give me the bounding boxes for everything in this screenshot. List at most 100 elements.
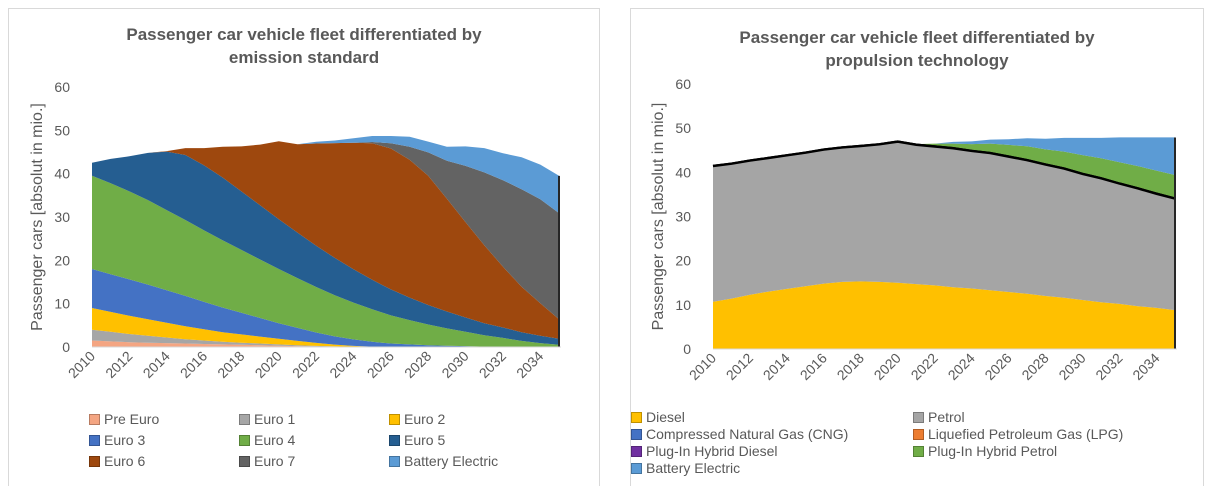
y-tick-label: 40	[675, 164, 691, 180]
y-tick-label: 20	[54, 252, 70, 268]
legend-swatch	[913, 412, 924, 423]
legend-swatch	[389, 414, 400, 425]
legend-label: Euro 6	[104, 453, 146, 469]
y-tick-label: 60	[675, 76, 691, 92]
series-area-petrol	[713, 142, 1175, 311]
legend-item: Euro 7	[239, 453, 295, 469]
x-tick-label: 2012	[102, 348, 135, 381]
chart-title-line-2: emission standard	[228, 48, 380, 67]
legend-swatch	[631, 463, 642, 474]
legend-swatch	[389, 435, 400, 446]
legend-label: Petrol	[928, 409, 965, 425]
legend-item: Euro 2	[389, 411, 445, 427]
x-tick-label: 2030	[438, 348, 471, 381]
chart-panel-propulsion-technology: Passenger car vehicle fleet differentiat…	[630, 8, 1204, 486]
legend-label: Battery Electric	[646, 460, 741, 476]
legend-item: Euro 5	[389, 432, 445, 448]
series-area-battery-electric	[713, 137, 1175, 175]
legend-label: Plug-In Hybrid Diesel	[646, 443, 778, 459]
y-tick-label: 50	[675, 120, 691, 136]
series-area-battery-electric	[92, 136, 559, 214]
legend-item: Euro 3	[89, 432, 145, 448]
x-tick-label: 2018	[834, 350, 867, 383]
series-area-diesel	[713, 281, 1175, 349]
x-tick-label: 2034	[1129, 350, 1162, 383]
legend-label: Euro 7	[254, 453, 296, 469]
legend-swatch	[239, 435, 250, 446]
legend-swatch	[913, 429, 924, 440]
series-area-plug-in-hybrid-petrol	[713, 141, 1175, 199]
x-tick-label: 2028	[1018, 350, 1051, 383]
y-axis-label: Passenger cars [absolut in mio.]	[29, 103, 46, 331]
legend-swatch	[89, 435, 100, 446]
chart-panel-emission-standard: Passenger car vehicle fleet differentiat…	[8, 8, 600, 486]
x-tick-label: 2026	[981, 350, 1014, 383]
chart-title: Passenger car vehicle fleet differentiat…	[9, 23, 599, 69]
legend-swatch	[913, 446, 924, 457]
legend-swatch	[89, 456, 100, 467]
series-boundary-line	[712, 140, 1176, 200]
x-tick-label: 2020	[252, 348, 285, 381]
legend-label: Plug-In Hybrid Petrol	[928, 443, 1058, 459]
legend-item: Euro 6	[89, 453, 145, 469]
x-tick-label: 2014	[139, 348, 172, 381]
x-tick-label: 2034	[513, 348, 546, 381]
x-tick-label: 2018	[214, 348, 247, 381]
x-tick-label: 2012	[723, 350, 756, 383]
legend-item: Liquefied Petroleum Gas (LPG)	[913, 426, 1123, 442]
y-tick-label: 10	[675, 297, 691, 313]
y-tick-label: 20	[675, 253, 691, 269]
legend-label: Diesel	[646, 409, 685, 425]
series-area-euro-1	[92, 329, 559, 347]
x-tick-label: 2032	[476, 348, 509, 381]
legend-swatch	[631, 412, 642, 423]
y-tick-label: 40	[54, 166, 70, 182]
legend-item: Diesel	[631, 409, 685, 425]
legend-label: Liquefied Petroleum Gas (LPG)	[928, 426, 1124, 442]
y-tick-label: 30	[675, 209, 691, 225]
legend-item: Compressed Natural Gas (CNG)	[631, 426, 848, 442]
x-tick-label: 2026	[364, 348, 397, 381]
chart-title-line-2: propulsion technology	[825, 51, 1009, 70]
series-area-euro-5	[92, 151, 559, 345]
legend-swatch	[631, 446, 642, 457]
x-tick-label: 2016	[177, 348, 210, 381]
y-tick-label: 30	[54, 209, 70, 225]
legend-item: Plug-In Hybrid Petrol	[913, 443, 1057, 459]
x-tick-label: 2020	[871, 350, 904, 383]
legend-item: Pre Euro	[89, 411, 159, 427]
legend-swatch	[631, 429, 642, 440]
x-tick-label: 2024	[944, 350, 977, 383]
legend-label: Euro 3	[104, 432, 146, 448]
x-tick-label: 2016	[797, 350, 830, 383]
series-area-euro-7	[92, 141, 559, 320]
series-area-euro-2	[92, 308, 559, 347]
y-tick-label: 60	[54, 79, 70, 95]
legend-label: Euro 2	[404, 411, 446, 427]
legend-item: Euro 4	[239, 432, 295, 448]
y-axis-label: Passenger cars [absolut in mio.]	[650, 103, 667, 331]
legend-item: Battery Electric	[631, 460, 740, 476]
legend-item: Battery Electric	[389, 453, 498, 469]
chart-title-line-1: Passenger car vehicle fleet differentiat…	[126, 25, 482, 44]
legend-swatch	[89, 414, 100, 425]
chart-title-line-1: Passenger car vehicle fleet differentiat…	[739, 28, 1095, 47]
legend-label: Battery Electric	[404, 453, 499, 469]
series-area-euro-4	[92, 175, 559, 347]
y-tick-label: 10	[54, 296, 70, 312]
x-tick-label: 2024	[326, 348, 359, 381]
series-area-euro-6	[92, 141, 559, 339]
legend-label: Compressed Natural Gas (CNG)	[646, 426, 849, 442]
x-tick-label: 2032	[1092, 350, 1125, 383]
legend-label: Pre Euro	[104, 411, 160, 427]
legend-swatch	[389, 456, 400, 467]
series-area-euro-3	[92, 269, 559, 347]
legend-swatch	[239, 414, 250, 425]
y-tick-label: 50	[54, 122, 70, 138]
y-tick-label: 0	[62, 339, 70, 355]
x-tick-label: 2022	[908, 350, 941, 383]
legend-label: Euro 5	[404, 432, 446, 448]
legend-item: Euro 1	[239, 411, 295, 427]
legend-label: Euro 4	[254, 432, 296, 448]
